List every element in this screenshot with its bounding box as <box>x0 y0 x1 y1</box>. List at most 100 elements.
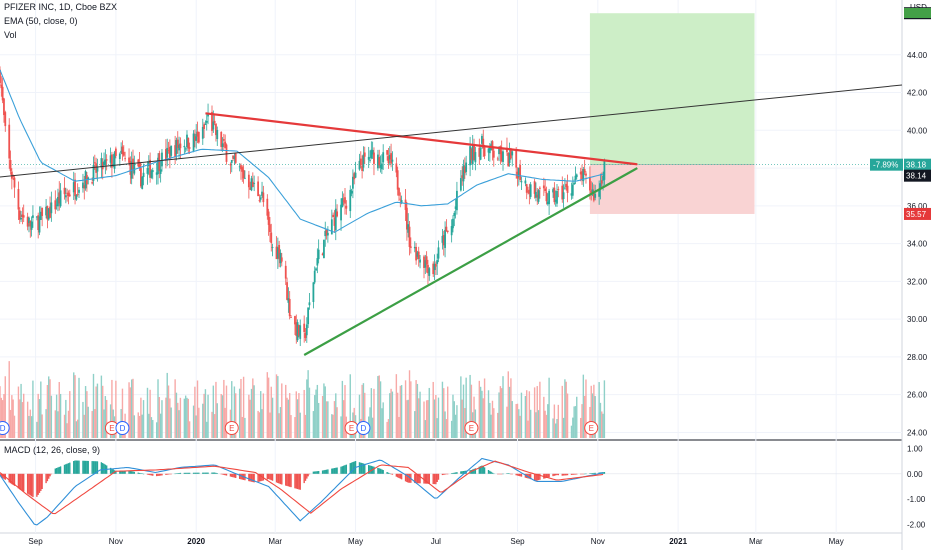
candle-body <box>336 211 338 217</box>
candle-body <box>308 302 311 306</box>
candle-body <box>111 154 113 168</box>
volume-bar <box>202 403 204 438</box>
macd-histogram-bar <box>120 470 122 474</box>
macd-histogram-bar <box>321 470 324 474</box>
macd-histogram-bar <box>299 473 301 490</box>
earnings-marker[interactable]: E <box>224 421 239 435</box>
candle-body <box>444 229 446 248</box>
macd-histogram-bar <box>524 473 527 478</box>
volume-bar <box>418 398 420 438</box>
macd-histogram-bar <box>564 473 566 476</box>
time-tick-label: Mar <box>268 537 282 546</box>
volume-bar <box>142 400 145 438</box>
macd-histogram-bar <box>206 472 208 474</box>
volume-bar <box>170 407 172 438</box>
volume-bar <box>132 378 134 438</box>
macd-histogram-bar <box>78 460 80 474</box>
candle-body <box>76 193 79 195</box>
volume-bar <box>278 413 280 438</box>
candle-body <box>120 150 123 153</box>
volume-bar <box>69 391 71 438</box>
macd-histogram-bar <box>109 467 112 474</box>
macd-histogram-bar <box>92 461 95 474</box>
volume-bar <box>387 419 390 438</box>
candle-body <box>379 164 382 168</box>
price-tick-label: 44.00 <box>907 51 928 60</box>
stop-price-tag: 35.57 <box>904 207 931 220</box>
candle-body <box>167 149 170 151</box>
volume-legend: Vol <box>4 30 17 40</box>
volume-bar <box>510 378 512 438</box>
dividend-marker[interactable]: D <box>115 421 130 435</box>
macd-histogram-bar <box>278 473 280 484</box>
volume-bar <box>437 397 440 438</box>
candle-body <box>146 168 149 174</box>
volume-bar <box>583 395 586 438</box>
volume-bar <box>454 414 457 438</box>
price-tick-label: 32.00 <box>907 277 928 286</box>
volume-bar <box>483 378 486 438</box>
candle-body <box>121 146 124 155</box>
macd-histogram-bar <box>152 473 154 476</box>
candle-body <box>405 207 408 230</box>
volume-bar <box>41 414 43 438</box>
macd-histogram-bar <box>174 473 176 475</box>
volume-bar <box>499 386 502 438</box>
volume-bar <box>371 417 374 438</box>
volume-bar <box>211 411 213 438</box>
volume-bar <box>74 375 76 438</box>
candle-body <box>55 204 58 206</box>
macd-histogram-bar <box>103 463 105 474</box>
volume-bar <box>196 380 199 438</box>
volume-bar <box>58 381 60 438</box>
volume-bar <box>253 385 255 438</box>
volume-bar <box>195 415 197 438</box>
dividend-marker[interactable]: D <box>0 421 10 435</box>
candle-body <box>511 151 514 156</box>
candle-body <box>224 141 227 148</box>
volume-bar <box>4 376 6 438</box>
macd-histogram-bar <box>428 473 430 484</box>
candle-body <box>197 131 200 143</box>
candle-body <box>409 246 412 248</box>
macd-histogram-bar <box>497 473 499 475</box>
volume-bar <box>321 395 324 438</box>
macd-histogram-bar <box>150 473 153 476</box>
earnings-marker[interactable]: E <box>464 421 479 435</box>
candle-body <box>57 196 59 207</box>
volume-bar <box>19 399 21 438</box>
volume-bar <box>0 397 3 438</box>
earnings-marker[interactable]: E <box>344 421 359 435</box>
volume-bar <box>482 398 484 438</box>
volume-bar <box>225 385 228 438</box>
long-position-zones[interactable] <box>0 13 902 214</box>
macd-histogram-bar <box>204 472 207 474</box>
candle-body <box>178 144 180 151</box>
volume-bar <box>269 412 271 438</box>
volume-bar <box>461 399 463 438</box>
candle-body <box>498 147 500 155</box>
candle-body <box>344 197 346 204</box>
macd-histogram-bar <box>225 473 228 476</box>
grid-lines <box>0 0 903 550</box>
volume-bar <box>435 395 437 438</box>
candle-body <box>296 322 299 341</box>
volume-bar <box>84 386 87 438</box>
macd-histogram-bar <box>198 472 200 474</box>
dividend-marker[interactable]: D <box>356 421 371 435</box>
earnings-marker[interactable]: E <box>584 421 599 435</box>
candle-body <box>266 198 269 216</box>
candle-body <box>529 184 532 197</box>
macd-histogram-bar <box>306 473 308 479</box>
macd-histogram-bar <box>493 473 495 475</box>
candle-body <box>473 145 475 161</box>
trend-lines[interactable] <box>0 84 903 356</box>
candle-body <box>542 185 545 189</box>
candle-body <box>582 169 585 182</box>
macd-histogram-bar <box>341 466 344 474</box>
macd-histogram-bar <box>315 471 317 474</box>
candle-body <box>425 256 428 265</box>
macd-histogram-bar <box>129 470 132 474</box>
